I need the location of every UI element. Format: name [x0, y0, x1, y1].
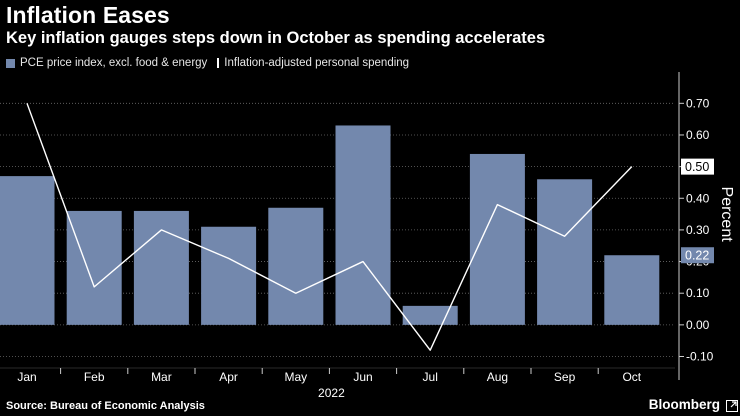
y-tick-label: 0.10 — [686, 286, 710, 300]
legend: PCE price index, excl. food & energy Inf… — [6, 56, 419, 70]
y-tick-label: 0.40 — [686, 191, 710, 205]
x-tick-label-jan: Jan — [17, 370, 36, 384]
x-tick-label-apr: Apr — [219, 370, 238, 384]
y-tick-label: 0.00 — [686, 318, 710, 332]
end-label-box-pce — [681, 247, 714, 264]
x-tick-label-may: May — [284, 370, 307, 384]
end-label-box-spending — [681, 158, 714, 175]
y-tick-label: 0.70 — [686, 96, 710, 110]
legend-item-pce: PCE price index, excl. food & energy — [6, 57, 207, 69]
bloomberg-expand-icon[interactable] — [726, 400, 738, 412]
spending-line — [26, 103, 633, 351]
x-tick-label-oct: Oct — [622, 370, 641, 384]
x-tick-label-mar: Mar — [151, 370, 172, 384]
y-tick-label: 0.60 — [686, 128, 710, 142]
y-tick-label: 0.30 — [686, 223, 710, 237]
end-label-pce: 0.22 — [685, 249, 709, 263]
source-note: Source: Bureau of Economic Analysis — [6, 400, 205, 412]
bar-mar — [133, 210, 189, 325]
x-tick-label-feb: Feb — [84, 370, 105, 384]
legend-swatch-spending — [217, 58, 220, 68]
x-tick-label-jun: Jun — [353, 370, 372, 384]
y-tick-label: -0.10 — [686, 350, 714, 364]
bar-jun — [335, 125, 391, 325]
bar-sep — [537, 179, 593, 325]
bar-may — [268, 207, 324, 325]
legend-label-pce: PCE price index, excl. food & energy — [20, 57, 208, 69]
chart-subtitle: Key inflation gauges steps down in Octob… — [6, 29, 546, 47]
legend-item-spending: Inflation-adjusted personal spending — [217, 57, 409, 69]
x-tick-label-jul: Jul — [423, 370, 438, 384]
x-year-label: 2022 — [318, 386, 345, 400]
bar-aug — [469, 153, 525, 325]
y-axis-title: Percent — [718, 187, 735, 243]
chart-title: Inflation Eases — [6, 2, 170, 28]
x-tick-label-aug: Aug — [487, 370, 508, 384]
bar-apr — [201, 226, 257, 325]
brand-logo: Bloomberg — [648, 397, 720, 412]
bar-jan — [0, 176, 55, 325]
bar-oct — [604, 255, 660, 325]
end-label-spending: 0.50 — [685, 160, 709, 174]
x-tick-label-sep: Sep — [554, 370, 576, 384]
legend-swatch-pce — [6, 58, 15, 68]
bar-feb — [66, 210, 122, 325]
legend-label-spending: Inflation-adjusted personal spending — [224, 57, 410, 69]
